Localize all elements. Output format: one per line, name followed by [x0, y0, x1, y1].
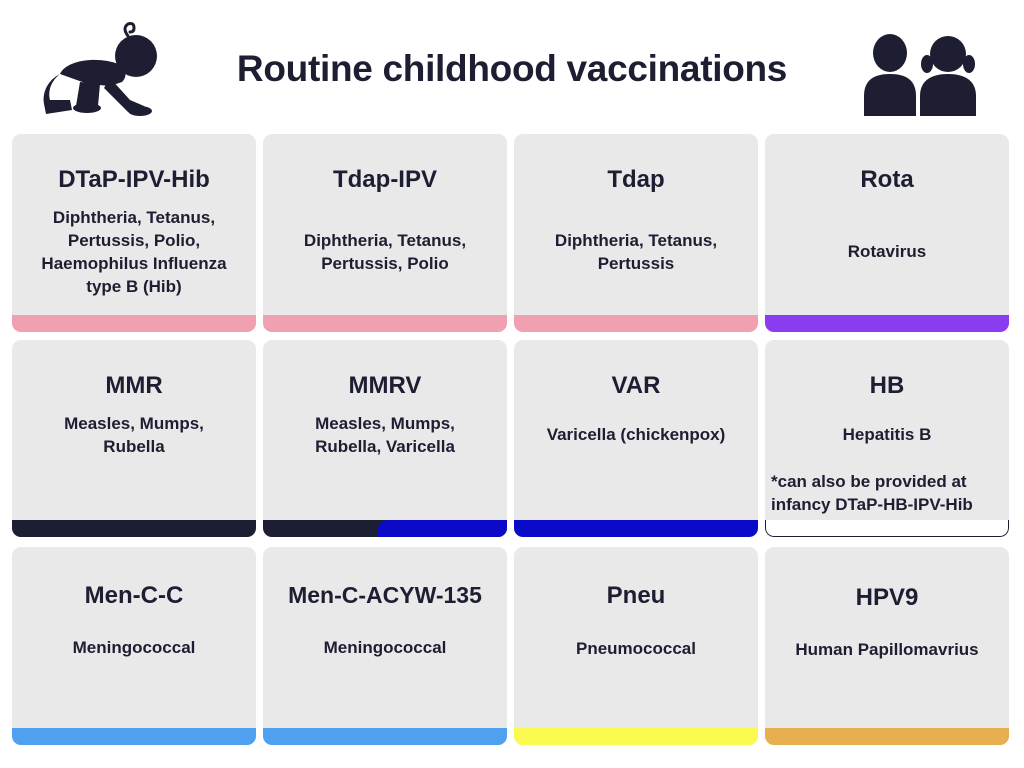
vaccine-code: HPV9: [855, 584, 919, 611]
vaccine-card: MMR Measles, Mumps, Rubella: [12, 340, 256, 537]
page-title: Routine childhood vaccinations: [236, 48, 788, 89]
vaccine-description: Rotavirus: [847, 242, 927, 261]
vaccine-code: VAR: [611, 372, 661, 399]
vaccine-description: Varicella (chickenpox): [546, 425, 726, 444]
vaccine-card: Pneu Pneumococcal: [514, 547, 758, 745]
color-bar: [514, 315, 758, 332]
vaccine-description: Measles, Mumps, Rubella, Varicella: [315, 414, 455, 456]
color-bar: [12, 728, 256, 745]
vaccine-card: HPV9 Human Papillomavrius: [765, 547, 1009, 745]
vaccine-code: DTaP-IPV-Hib: [58, 166, 210, 193]
vaccine-code: Men-C-ACYW-135: [288, 582, 482, 608]
vaccine-card: Tdap-IPV Diphtheria, Tetanus, Pertussis, …: [263, 134, 507, 332]
vaccine-card: Men-C-C Meningococcal: [12, 547, 256, 745]
color-bar: [765, 315, 1009, 332]
vaccine-description: Meningococcal: [323, 638, 447, 657]
vaccine-code: Men-C-C: [84, 582, 184, 609]
color-bar: [263, 728, 507, 745]
vaccine-description: Meningococcal: [72, 638, 196, 657]
vaccine-card: Tdap Diphtheria, Tetanus, Pertussis: [514, 134, 758, 332]
vaccine-description: Hepatitis B: [842, 425, 932, 444]
color-bar-secondary: [377, 520, 507, 537]
color-bar: [514, 728, 758, 745]
color-bar: [514, 520, 758, 537]
vaccine-card: VAR Varicella (chickenpox): [514, 340, 758, 537]
vaccine-description: Diphtheria, Tetanus, Pertussis: [554, 231, 718, 273]
color-bar: [12, 520, 256, 537]
vaccine-description: Human Papillomavrius: [795, 640, 979, 659]
vaccine-description: Pneumococcal: [576, 639, 696, 658]
vaccine-description: Diphtheria, Tetanus, Pertussis, Polio: [303, 231, 467, 273]
two-children-icon: [864, 34, 976, 116]
vaccine-description: Measles, Mumps, Rubella: [64, 414, 204, 456]
vaccine-card: MMRV Measles, Mumps, Rubella, Varicella: [263, 340, 507, 537]
crawling-baby-icon: [43, 22, 157, 116]
color-bar: [765, 728, 1009, 745]
vaccine-card: Rota Rotavirus: [765, 134, 1009, 332]
vaccine-card: Men-C-ACYW-135 Meningococcal: [263, 547, 507, 745]
color-bar: [12, 315, 256, 332]
vaccine-description: Diphtheria, Tetanus, Pertussis, Polio, H…: [41, 208, 227, 296]
color-bar: [765, 520, 1009, 537]
vaccine-code: MMR: [105, 372, 163, 399]
vaccine-code: Rota: [860, 166, 914, 193]
vaccine-code: Tdap-IPV: [332, 166, 437, 193]
vaccine-card: HB Hepatitis B *can also be provided at in…: [765, 340, 1009, 537]
vaccine-code: Pneu: [606, 582, 666, 609]
color-bar: [263, 315, 507, 332]
vaccine-code: MMRV: [348, 372, 422, 399]
vaccine-note: *can also be provided at infancy DTaP-HB…: [771, 472, 973, 514]
vaccine-card: DTaP-IPV-Hib Diphtheria, Tetanus, Pertuss…: [12, 134, 256, 332]
vaccine-code: Tdap: [607, 166, 665, 193]
vaccine-code: HB: [869, 372, 905, 399]
